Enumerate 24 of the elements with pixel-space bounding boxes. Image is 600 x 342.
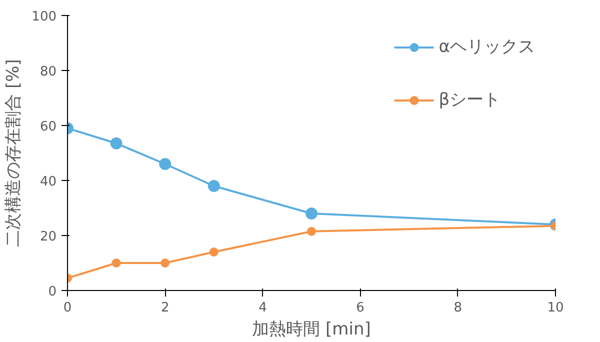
y-axis-title: 二次構造の存在割合 [%] xyxy=(4,59,24,247)
point xyxy=(110,137,122,150)
point xyxy=(208,180,220,192)
point xyxy=(112,258,121,268)
y-tick-label: 40 xyxy=(40,174,57,190)
x-tick-label: 2 xyxy=(160,300,170,316)
y-tick-label: 100 xyxy=(32,10,57,24)
legend-label: αヘリックス xyxy=(438,36,535,58)
legend-label: βシート xyxy=(438,89,501,111)
y-tick-label: 80 xyxy=(40,64,57,80)
point xyxy=(307,226,316,236)
x-axis-title: 加熱時間 [min] xyxy=(252,320,371,340)
point xyxy=(209,248,218,256)
point xyxy=(306,208,318,220)
y-tick-label: 60 xyxy=(40,120,57,134)
x-tick-label: 6 xyxy=(356,300,364,316)
point xyxy=(160,258,170,268)
point xyxy=(159,158,172,170)
x-tick-label: 8 xyxy=(454,300,462,316)
y-tick-label: 20 xyxy=(40,230,57,244)
x-tick-label: 4 xyxy=(258,300,267,316)
x-tick-label: 0 xyxy=(63,300,72,316)
x-tick-label: 10 xyxy=(547,300,564,316)
y-tick-label: 0 xyxy=(48,284,57,300)
